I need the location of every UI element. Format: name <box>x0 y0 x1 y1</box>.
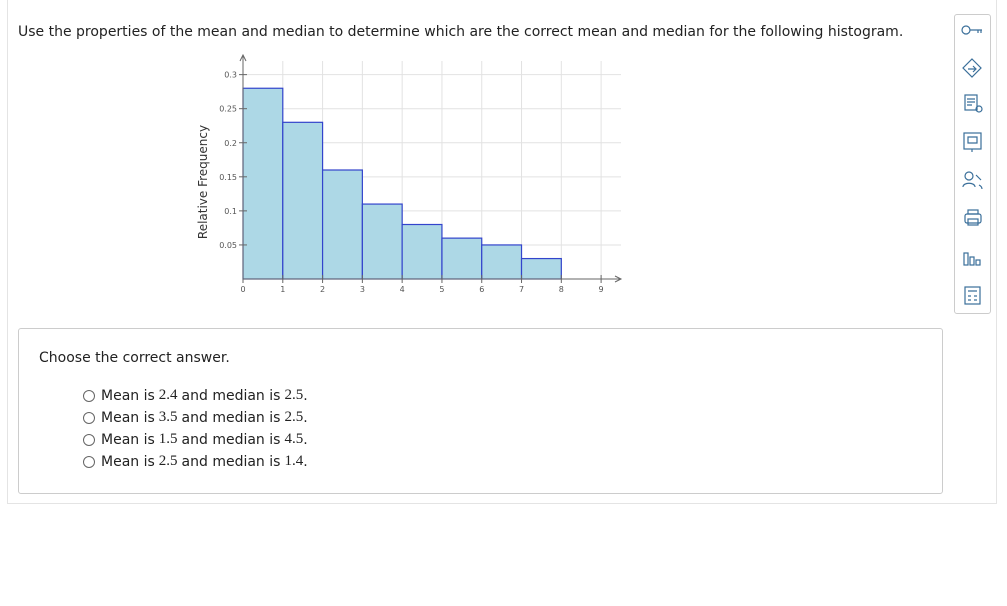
option-number: 1.4 <box>284 453 304 469</box>
bar <box>321 169 363 280</box>
navigate-icon[interactable] <box>962 58 982 78</box>
y-tick-label: 0.15 <box>219 173 237 182</box>
help-icon[interactable] <box>962 171 983 190</box>
option-text: Mean is <box>101 387 155 404</box>
question: Use the properties of the mean and media… <box>18 24 904 40</box>
y-tick-label: 0.2 <box>224 139 237 148</box>
toolbar-icons <box>961 25 983 305</box>
answer-option[interactable]: Mean is 1.5 and median is 4.5. <box>83 431 308 448</box>
x-tick-label: 1 <box>280 285 285 294</box>
prompt: Choose the correct answer. <box>39 350 230 366</box>
option-text: and median is <box>181 409 281 426</box>
option-number: 2.5 <box>158 453 178 469</box>
chart: Relative Frequency 0.05 0.1 0.15 0.2 0.25 0.3… <box>196 53 623 294</box>
textbook-icon[interactable] <box>964 94 983 113</box>
option-text: and median is <box>181 453 281 470</box>
option-text: . <box>303 409 308 426</box>
answer-option[interactable]: Mean is 2.4 and median is 2.5. <box>83 387 308 404</box>
x-tick-label: 9 <box>599 285 604 294</box>
option-text: and median is <box>181 431 281 448</box>
option-text: Mean is <box>101 453 155 470</box>
answer-option[interactable]: Mean is 3.5 and median is 2.5. <box>83 409 308 426</box>
radio-button[interactable] <box>83 455 95 468</box>
media-icon[interactable] <box>963 132 982 152</box>
x-tick-label: 6 <box>479 285 484 294</box>
y-tick-label: 0.1 <box>224 207 237 216</box>
radio-button[interactable] <box>83 411 95 424</box>
x-axis <box>243 275 623 283</box>
option-number: 3.5 <box>158 409 178 425</box>
x-tick-label: 5 <box>439 285 444 294</box>
y-axis-label: Relative Frequency <box>196 125 210 239</box>
option-number: 2.5 <box>284 387 304 403</box>
x-tick-label: 4 <box>400 285 405 294</box>
bar <box>242 87 284 280</box>
calculator-icon[interactable] <box>964 286 981 305</box>
y-tick-label: 0.05 <box>219 241 237 250</box>
option-text: and median is <box>181 387 281 404</box>
x-tick-label: 2 <box>320 285 325 294</box>
option-text: . <box>303 453 308 470</box>
bar <box>481 244 523 280</box>
frame <box>7 0 997 504</box>
option-number: 1.5 <box>158 431 178 447</box>
x-tick-label: 8 <box>559 285 564 294</box>
bar <box>441 237 483 280</box>
y-axis <box>239 53 247 279</box>
y-tick-label: 0.25 <box>219 105 237 114</box>
x-tick-label: 3 <box>360 285 365 294</box>
print-icon[interactable] <box>964 209 982 226</box>
option-text: Mean is <box>101 409 155 426</box>
option-number: 2.4 <box>158 387 178 403</box>
bar <box>401 223 443 280</box>
answer-card: Choose the correct answer. Mean is 2.4 and… <box>18 328 943 494</box>
x-tick-label: 0 <box>240 285 245 294</box>
bar <box>520 257 562 280</box>
toolbar <box>954 14 991 314</box>
bar <box>361 203 403 280</box>
radio-button[interactable] <box>83 389 95 402</box>
option-number: 2.5 <box>284 409 304 425</box>
option-text: . <box>303 387 308 404</box>
chart-icon[interactable] <box>963 252 981 266</box>
answer-option[interactable]: Mean is 2.5 and median is 1.4. <box>83 453 308 470</box>
option-text: Mean is <box>101 431 155 448</box>
bar <box>282 121 324 280</box>
radio-button[interactable] <box>83 433 95 446</box>
key-icon[interactable] <box>961 25 982 35</box>
y-tick-label: 0.3 <box>224 71 237 80</box>
option-text: . <box>303 431 308 448</box>
option-number: 4.5 <box>284 431 304 447</box>
x-tick-label: 7 <box>519 285 524 294</box>
